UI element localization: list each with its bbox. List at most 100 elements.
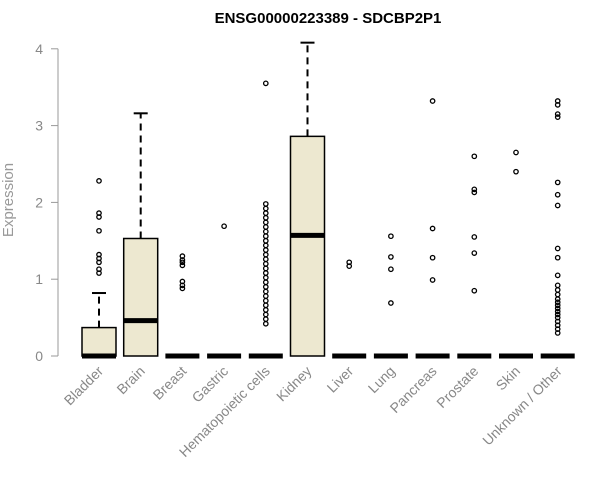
outlier-point — [179, 285, 186, 292]
box-pancreas — [415, 98, 450, 359]
outlier-point — [471, 186, 478, 193]
outlier-point — [262, 307, 269, 313]
outlier-point — [262, 80, 269, 87]
outlier-point — [262, 256, 269, 263]
outlier-point — [554, 330, 561, 336]
outlier-point — [179, 262, 186, 269]
box-kidney — [289, 41, 326, 357]
x-tick-label: Kidney — [273, 363, 315, 405]
outlier-point — [262, 265, 269, 272]
outlier-point — [554, 102, 561, 108]
outlier-point — [554, 302, 561, 309]
plot-area — [81, 41, 575, 359]
box-hematopoietic-cells — [248, 80, 283, 359]
y-axis-label: Expression — [0, 163, 17, 237]
outlier-point — [554, 305, 561, 312]
outlier-point — [262, 219, 269, 226]
x-tick-label: Skin — [493, 363, 524, 394]
outlier-point — [96, 214, 102, 220]
outlier-point — [179, 257, 186, 263]
y-tick-label: 4 — [35, 41, 43, 57]
box-skin — [499, 149, 533, 359]
outlier-point — [388, 254, 394, 260]
outlier-point — [554, 179, 561, 186]
outlier-point — [262, 288, 269, 295]
outlier-point — [262, 284, 269, 290]
outlier-point — [262, 320, 269, 327]
outlier-point — [471, 189, 478, 196]
outlier-point — [554, 311, 561, 318]
y-axis: 0 1 2 3 4 — [35, 41, 59, 364]
outlier-point — [262, 260, 269, 267]
outlier-point — [262, 270, 269, 276]
outlier-point — [96, 270, 102, 276]
x-tick-label: Prostate — [433, 363, 481, 411]
outlier-point — [262, 251, 269, 258]
outlier-point — [554, 272, 561, 279]
outlier-point — [429, 98, 436, 104]
outlier-point — [96, 259, 102, 266]
y-tick-label: 0 — [35, 348, 43, 364]
outlier-point — [262, 205, 269, 212]
x-tick-label: Lung — [365, 363, 398, 396]
outlier-point — [262, 237, 269, 244]
outlier-point — [471, 250, 478, 256]
outlier-point — [262, 242, 269, 249]
outlier-point — [262, 214, 269, 221]
outlier-point — [513, 168, 519, 175]
outlier-point — [179, 259, 186, 266]
outlier-point — [471, 153, 478, 160]
x-tick-label: Breast — [150, 363, 190, 403]
outlier-point — [554, 245, 561, 252]
box-breast — [165, 253, 200, 359]
outlier-point — [262, 274, 269, 281]
outlier-point — [554, 202, 561, 209]
outlier-point — [471, 287, 478, 294]
outlier-point — [262, 316, 269, 322]
x-tick-label: Bladder — [61, 363, 107, 409]
y-tick-label: 2 — [35, 194, 43, 210]
outlier-point — [179, 282, 186, 289]
outlier-point — [262, 293, 269, 299]
outlier-point — [471, 234, 478, 240]
outlier-point — [554, 299, 561, 306]
outlier-point — [262, 302, 269, 309]
outlier-point — [262, 224, 269, 230]
iqr-box — [81, 326, 117, 357]
box-lung — [373, 233, 408, 359]
outlier-point — [262, 279, 269, 286]
outlier-point — [96, 227, 102, 234]
y-tick-label: 1 — [35, 271, 43, 287]
outlier-point — [262, 201, 269, 207]
outlier-point — [554, 114, 561, 121]
outlier-point — [262, 297, 269, 304]
outlier-point — [429, 225, 436, 232]
box-prostate — [457, 153, 492, 359]
box-bladder — [81, 178, 117, 359]
outlier-point — [262, 233, 269, 240]
x-tick-label: Brain — [113, 363, 147, 397]
outlier-point — [554, 291, 561, 298]
outlier-point — [554, 254, 561, 261]
outlier-point — [346, 263, 353, 269]
x-tick-label: Unknown / Other — [479, 363, 565, 449]
iqr-box — [289, 135, 326, 357]
outlier-point — [554, 308, 561, 315]
outlier-point — [554, 111, 561, 117]
y-tick-label: 3 — [35, 118, 43, 134]
outlier-point — [262, 228, 269, 235]
outlier-point — [554, 282, 561, 289]
box-unknown-other — [540, 98, 575, 359]
x-tick-label: Liver — [324, 363, 357, 396]
outlier-point — [429, 277, 436, 283]
outlier-point — [388, 300, 394, 306]
outlier-point — [262, 247, 269, 253]
box-liver — [332, 259, 367, 359]
outlier-point — [96, 178, 102, 184]
outlier-point — [513, 149, 519, 156]
outlier-point — [221, 223, 227, 230]
box-gastric — [207, 223, 242, 359]
outlier-point — [388, 266, 394, 273]
